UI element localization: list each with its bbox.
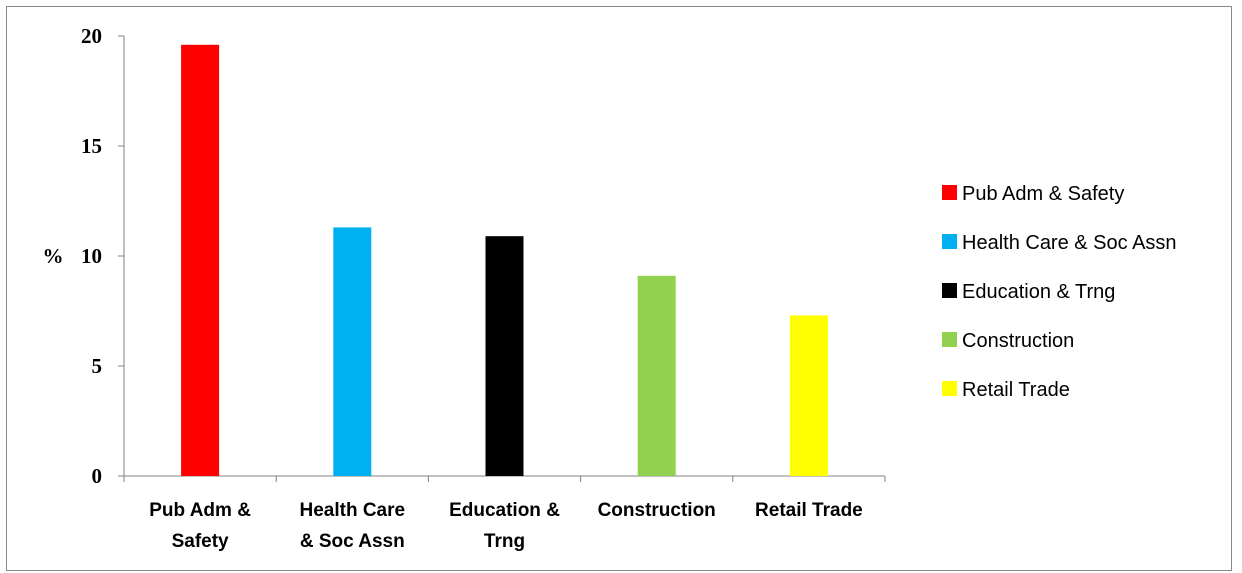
bar-2 [333,227,372,476]
legend-label-3: Education & Trng [962,281,1115,303]
x-tick-label-line: Health Care [299,500,405,521]
y-tick-label: 5 [92,354,103,378]
y-tick-label: 15 [81,134,102,158]
y-tick-label: 10 [81,244,102,268]
x-tick-label-line: Trng [484,531,525,552]
y-tick-label: 20 [81,24,102,48]
x-tick-label: Health Care & Soc Assn [299,500,405,552]
x-tick-label: Pub Adm & Safety [149,500,251,552]
legend-swatch-1 [942,185,957,200]
x-tick-label: Retail Trade [755,500,863,521]
legend-label-2: Health Care & Soc Assn [962,232,1177,254]
x-tick-label-line: Construction [598,500,716,521]
x-tick-label-line: Education & [449,500,560,521]
x-tick-label: Education & Trng [449,500,560,552]
x-tick-label-line: & Soc Assn [300,531,405,552]
legend-label-1: Pub Adm & Safety [962,183,1124,205]
legend-swatch-4 [942,332,957,347]
x-tick-label-line: Pub Adm & [149,500,251,521]
bar-4 [637,275,676,476]
bar-1 [181,44,220,477]
bar-3 [485,236,524,476]
legend-swatch-3 [942,283,957,298]
x-tick-label: Construction [598,500,716,521]
legend-label-4: Construction [962,330,1074,352]
y-tick-label: 0 [92,464,103,488]
bar-5 [789,315,828,476]
legend-swatch-5 [942,381,957,396]
x-tick-label-line: Safety [172,531,229,552]
x-tick-label-line: Retail Trade [755,500,863,521]
y-axis-label: % [43,244,64,268]
legend-swatch-2 [942,234,957,249]
legend-label-5: Retail Trade [962,379,1070,401]
